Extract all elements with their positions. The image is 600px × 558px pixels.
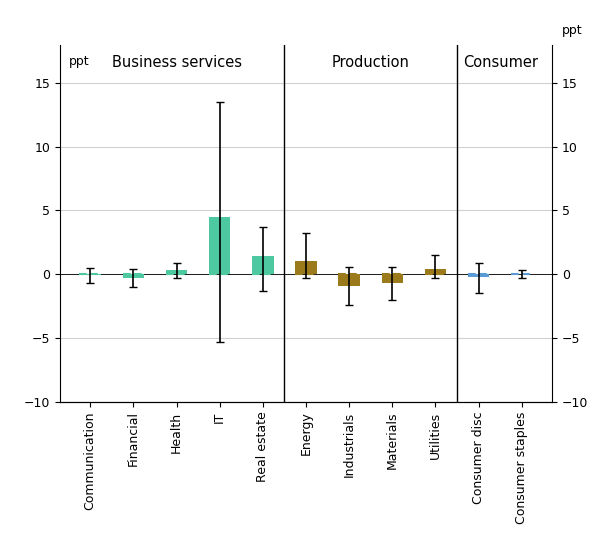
Bar — [209, 217, 230, 274]
Bar — [122, 274, 144, 278]
Bar — [166, 271, 187, 274]
Bar — [425, 269, 446, 274]
Bar — [252, 256, 274, 274]
Text: ppt: ppt — [562, 25, 583, 37]
Bar — [79, 274, 101, 276]
Bar — [295, 262, 317, 274]
Text: Production: Production — [332, 55, 410, 70]
Text: Business services: Business services — [112, 55, 242, 70]
Bar — [468, 274, 490, 277]
Text: Consumer: Consumer — [463, 55, 538, 70]
Bar — [338, 274, 360, 286]
Text: ppt: ppt — [68, 55, 89, 68]
Bar — [382, 274, 403, 283]
